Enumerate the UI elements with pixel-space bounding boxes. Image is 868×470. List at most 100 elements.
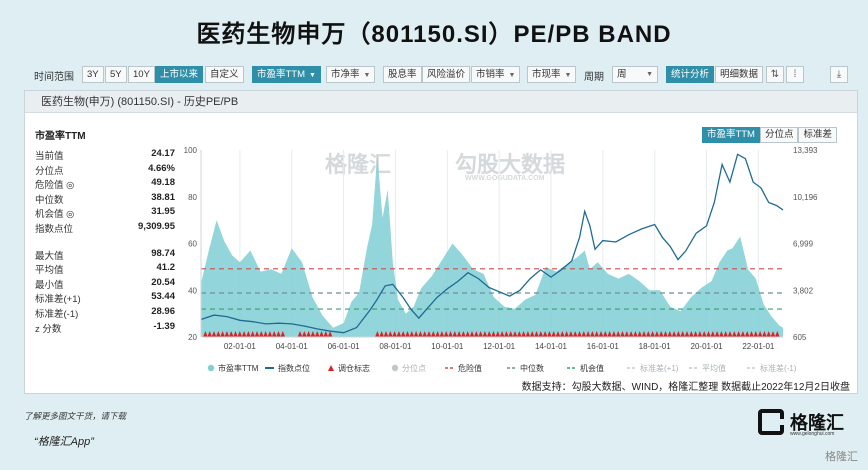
logo-mark-icon <box>758 409 784 435</box>
rebalance-marker <box>688 331 694 337</box>
metric-ps-select[interactable]: 市销率 ▼ <box>471 66 521 83</box>
stats-analysis-button[interactable]: 统计分析 <box>666 66 715 83</box>
range-10y-button[interactable]: 10Y <box>128 66 155 83</box>
rebalance-marker <box>770 331 776 337</box>
stat-row: 当前值 24.17 <box>35 148 175 163</box>
rebalance-marker <box>469 331 475 337</box>
panel-title: 医药生物(申万) (801150.SI) - 历史PE/PB <box>25 91 857 113</box>
rebalance-marker <box>271 331 277 337</box>
rebalance-marker <box>577 331 582 337</box>
stat-label: 分位点 <box>35 165 64 177</box>
download-icon[interactable]: ⤓ <box>830 66 848 83</box>
rebalance-marker <box>645 331 651 337</box>
rebalance-marker <box>392 331 397 337</box>
stat-label: 当前值 <box>35 151 64 162</box>
period-select[interactable]: 周 ▼ <box>612 66 658 83</box>
toolbar: 时间范围 3Y 5Y 10Y 上市以来 自定义 市盈率TTM ▼ 市净率 ▼ 股息率… <box>34 66 854 84</box>
tab-pe[interactable]: 市盈率TTM <box>701 127 760 143</box>
x-tick-label: 08-01-01 <box>379 342 412 351</box>
range-3y-button[interactable]: 3Y <box>82 66 104 83</box>
metric-pe-select[interactable]: 市盈率TTM ▼ <box>252 66 321 83</box>
rebalance-marker <box>740 331 746 337</box>
stat-value: -1.39 <box>153 320 175 332</box>
rebalance-marker <box>564 331 570 337</box>
stat-label: z 分数 <box>35 323 62 335</box>
metric-risk-premium-button[interactable]: 风险溢价 <box>422 66 471 83</box>
rebalance-marker <box>766 331 772 337</box>
logo-name: 格隆汇 <box>790 413 844 433</box>
rebalance-marker <box>473 331 479 337</box>
legend-label: 指数点位 <box>278 363 310 373</box>
rebalance-marker <box>461 331 466 337</box>
rebalance-marker <box>753 331 759 337</box>
rebalance-marker <box>426 331 432 337</box>
footer-app-name: “格隆汇App” <box>34 436 94 448</box>
rebalance-marker <box>594 331 600 337</box>
rebalance-marker <box>615 331 621 337</box>
grid-icon[interactable]: ⁞ <box>786 66 804 83</box>
rebalance-marker <box>701 331 707 337</box>
stats-panel: 市盈率TTM 当前值 24.17 分位点 4.66% 危险值 ◎ 49.18 中位数 38.8… <box>35 127 175 335</box>
legend-label: 市盈率TTM <box>218 363 259 373</box>
gelonghui-logo: 格隆汇 www.gelonghui.com <box>758 409 848 439</box>
stat-value: 41.2 <box>156 262 176 274</box>
rebalance-marker <box>237 331 243 337</box>
rebalance-marker <box>246 331 251 337</box>
detail-data-button[interactable]: 明细数据 <box>715 66 764 83</box>
rebalance-marker <box>551 331 557 337</box>
y-right-tick-label: 10,196 <box>793 193 818 202</box>
page-title: 医药生物申万（801150.SI）PE/PB BAND <box>196 21 672 48</box>
period-label: 周期 <box>584 72 604 83</box>
stat-label: 机会值 ◎ <box>35 209 75 221</box>
range-label: 时间范围 <box>34 72 74 83</box>
rebalance-marker <box>633 331 638 337</box>
tab-percentile[interactable]: 分位点 <box>759 127 799 143</box>
metric-pcf-select[interactable]: 市现率 ▼ <box>527 66 577 83</box>
rebalance-marker <box>719 331 724 337</box>
x-tick-label: 04-01-01 <box>276 342 309 351</box>
rebalance-marker <box>280 331 286 337</box>
legend-label: 危险值 <box>458 363 482 373</box>
range-5y-button[interactable]: 5Y <box>105 66 127 83</box>
rebalance-marker <box>516 331 522 337</box>
rebalance-marker <box>757 331 763 337</box>
rebalance-marker <box>641 331 647 337</box>
rebalance-marker <box>620 331 625 337</box>
stat-label: 中位数 <box>35 194 64 206</box>
logo-url: www.gelonghui.com <box>790 431 835 437</box>
rebalance-marker <box>319 331 324 337</box>
stat-value: 31.95 <box>151 206 175 218</box>
tab-stddev[interactable]: 标准差 <box>798 127 837 143</box>
rebalance-marker <box>254 331 260 337</box>
stat-row: 最大值 98.74 <box>35 248 175 263</box>
corner-watermark: 格隆汇 <box>825 451 858 463</box>
rebalance-marker <box>327 331 333 337</box>
rebalance-marker <box>241 331 247 337</box>
compare-icon[interactable]: ⇅ <box>766 66 784 83</box>
view-tabs: 市盈率TTM 分位点 标准差 <box>701 127 837 143</box>
rebalance-marker <box>731 331 737 337</box>
rebalance-marker <box>684 331 690 337</box>
metric-pb-select[interactable]: 市净率 ▼ <box>326 66 376 83</box>
rebalance-marker <box>706 331 711 337</box>
rebalance-marker <box>430 331 436 337</box>
range-since-listing-button[interactable]: 上市以来 <box>155 66 204 83</box>
rebalance-marker <box>418 331 423 337</box>
rebalance-marker <box>572 331 578 337</box>
stat-row: z 分数 -1.39 <box>35 321 175 336</box>
rebalance-marker <box>727 331 733 337</box>
range-custom-button[interactable]: 自定义 <box>205 66 244 83</box>
legend-label: 中位数 <box>520 363 544 373</box>
stat-value: 28.96 <box>151 305 175 317</box>
metric-dividend-button[interactable]: 股息率 <box>383 66 422 83</box>
rebalance-marker <box>693 331 699 337</box>
legend-label: 分位点 <box>402 363 426 373</box>
rebalance-marker <box>276 331 281 337</box>
stat-row: 标准差(+1) 53.44 <box>35 291 175 306</box>
rebalance-marker <box>482 331 488 337</box>
rebalance-marker <box>680 331 686 337</box>
y-right-tick-label: 3,802 <box>793 286 814 295</box>
rebalance-marker <box>224 331 230 337</box>
stat-value: 49.18 <box>151 177 175 189</box>
stat-value: 4.66% <box>148 162 175 174</box>
